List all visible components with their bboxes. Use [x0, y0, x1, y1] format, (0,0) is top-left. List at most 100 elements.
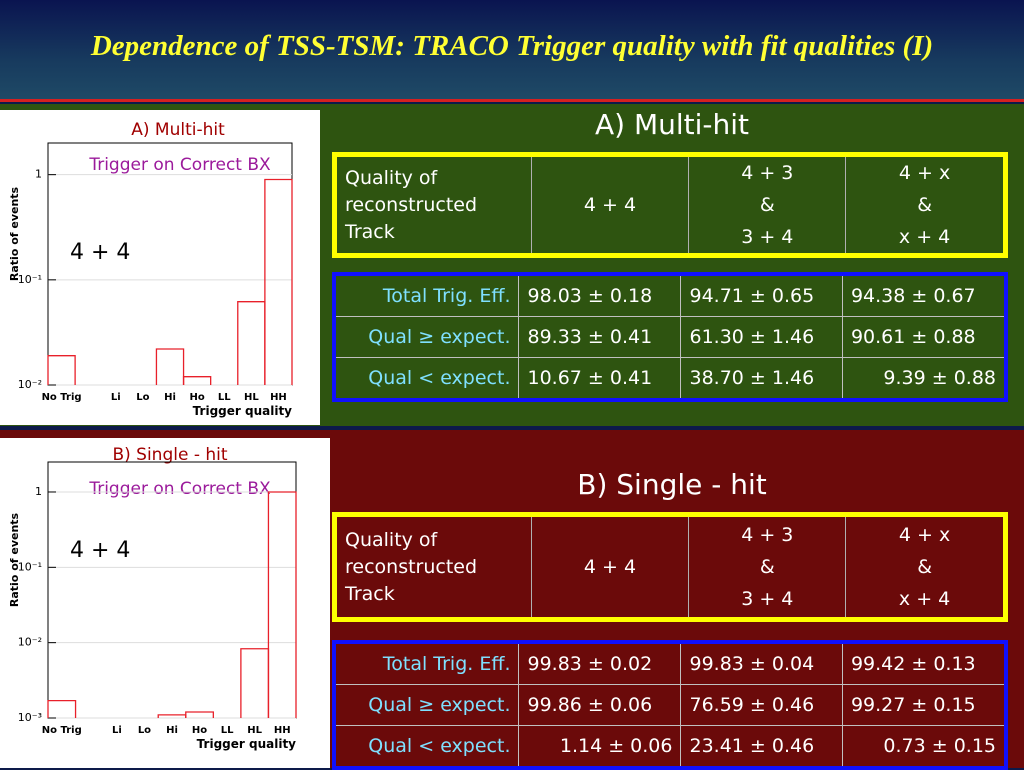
divider — [0, 99, 1024, 102]
data-cell: 99.42 ± 0.13 — [841, 642, 1006, 685]
panel-title: A) Multi-hit — [131, 120, 225, 140]
x-tick-label: Lo — [138, 725, 151, 736]
data-cell: 1.14 ± 0.06 — [518, 725, 681, 768]
histogram-bin — [240, 648, 270, 718]
header-cell: Quality of reconstructed Track — [335, 155, 532, 256]
data-cell: 94.38 ± 0.67 — [841, 274, 1006, 317]
x-tick-label: Ho — [189, 392, 204, 403]
header-line: reconstructed — [345, 193, 478, 216]
header-line: & — [759, 194, 775, 216]
header-cell: 4 + 3 & 3 + 4 — [688, 154, 846, 256]
y-tick-label: 10⁻² — [18, 378, 42, 391]
data-cell: 99.83 ± 0.02 — [518, 642, 681, 685]
x-tick-label: Li — [111, 392, 121, 403]
y-axis-label: Ratio of events — [8, 186, 21, 281]
histogram-bin — [182, 376, 212, 385]
data-cell: 99.86 ± 0.06 — [518, 684, 681, 726]
histogram-bin — [155, 348, 185, 385]
data-table: Total Trig. Eff. 99.83 ± 0.02 99.83 ± 0.04… — [332, 640, 1008, 770]
data-table: Total Trig. Eff. 98.03 ± 0.18 94.71 ± 0.65… — [332, 272, 1008, 402]
data-row: Qual < expect. 10.67 ± 0.41 38.70 ± 1.46 9.… — [334, 357, 1006, 400]
header-cell: 4 + 4 — [530, 154, 689, 256]
section-heading: B) Single - hit — [577, 468, 767, 501]
y-tick-label: 10⁻³ — [18, 711, 42, 724]
data-row: Total Trig. Eff. 99.83 ± 0.02 99.83 ± 0.04… — [334, 642, 1006, 685]
data-cell: 98.03 ± 0.18 — [518, 274, 681, 317]
header-line: 4 + 4 — [583, 194, 637, 216]
data-cell: Qual ≥ expect. — [334, 684, 519, 726]
data-cell: 10.67 ± 0.41 — [518, 357, 681, 400]
plot-frame — [47, 461, 297, 719]
x-tick-label: No Trig — [42, 392, 82, 403]
header-line: & — [917, 194, 933, 216]
y-tick-label: 10⁻¹ — [18, 273, 42, 286]
panel-title: B) Single - hit — [112, 445, 227, 465]
header-line: 3 + 4 — [741, 588, 794, 610]
data-row: Qual ≥ expect. 89.33 ± 0.41 61.30 ± 1.46 90… — [334, 316, 1006, 358]
header-line: Quality of — [345, 528, 438, 551]
data-cell: 61.30 ± 1.46 — [680, 316, 843, 358]
x-tick-label: No Trig — [42, 725, 82, 736]
header-line: 3 + 4 — [741, 226, 794, 248]
data-cell: Qual ≥ expect. — [334, 316, 519, 358]
header-line: 4 + 4 — [583, 556, 637, 578]
header-line: reconstructed — [345, 555, 478, 578]
data-cell: 38.70 ± 1.46 — [680, 357, 843, 400]
header-line: Track — [345, 220, 395, 243]
histogram-bin — [237, 301, 266, 385]
header-line: Quality of — [345, 166, 438, 189]
header-cell: 4 + x & x + 4 — [845, 514, 1006, 620]
histogram-bin — [185, 711, 214, 718]
x-tick-label: Lo — [136, 392, 149, 403]
header-cell: 4 + 4 — [530, 514, 689, 620]
y-tick-label: 10⁻¹ — [18, 560, 42, 573]
annotation: 4 + 4 — [70, 538, 130, 563]
x-tick-label: Hi — [164, 392, 176, 403]
data-cell: 0.73 ± 0.15 — [841, 725, 1006, 768]
title-bar — [0, 0, 1024, 100]
data-cell: 89.33 ± 0.41 — [518, 316, 681, 358]
annotation: Trigger on Correct BX — [88, 155, 271, 175]
header-line: 4 + 3 — [741, 524, 794, 546]
histogram-bin — [47, 355, 76, 385]
header-line: 4 + x — [898, 162, 951, 184]
data-row: Qual < expect. 1.14 ± 0.06 23.41 ± 0.46 0.7… — [334, 725, 1006, 768]
histogram-bin — [264, 178, 293, 385]
x-tick-label: LL — [218, 392, 231, 403]
x-tick-label: Li — [112, 725, 122, 736]
header-cell: 4 + 3 & 3 + 4 — [688, 514, 846, 620]
annotation: 4 + 4 — [70, 240, 130, 265]
data-cell: 99.83 ± 0.04 — [680, 642, 843, 685]
data-cell: 9.39 ± 0.88 — [841, 357, 1006, 400]
y-axis-label: Ratio of events — [8, 512, 21, 607]
data-cell: Total Trig. Eff. — [382, 653, 511, 675]
x-tick-label: Ho — [192, 725, 207, 736]
header-line: Track — [345, 582, 395, 605]
x-tick-label: HL — [247, 725, 262, 736]
data-cell: 76.59 ± 0.46 — [680, 684, 843, 726]
section-heading: A) Multi-hit — [594, 108, 750, 141]
data-cell: 94.71 ± 0.65 — [680, 274, 843, 317]
chart: A) Multi-hit Trigger on Correct BX 4 + 4 10… — [0, 110, 320, 425]
header-cell: 4 + x & x + 4 — [845, 154, 1006, 256]
y-tick-label: 10⁻² — [18, 636, 42, 649]
data-cell: Qual < expect. — [334, 357, 519, 400]
header-row: Quality of reconstructed Track 4 + 4 4 + 3 & 3… — [335, 154, 1006, 256]
data-cell: 23.41 ± 0.46 — [680, 725, 843, 768]
annotation: Trigger on Correct BX — [88, 479, 271, 499]
x-axis-label: Trigger quality — [193, 404, 293, 418]
data-cell: 99.27 ± 0.15 — [841, 684, 1006, 726]
histogram-bin — [47, 699, 77, 718]
header-table: Quality of reconstructed Track 4 + 4 4 + 3 & 3… — [332, 512, 1008, 622]
header-line: x + 4 — [898, 226, 951, 248]
header-line: & — [917, 556, 933, 578]
chart: B) Single - hit Trigger on Correct BX 4 + … — [0, 438, 330, 768]
x-tick-label: HH — [270, 392, 287, 403]
y-tick-label: 1 — [35, 485, 42, 498]
x-tick-label: LL — [221, 725, 234, 736]
x-tick-label: Hi — [166, 725, 178, 736]
header-row: Quality of reconstructed Track 4 + 4 4 + 3 & 3… — [335, 514, 1006, 620]
header-line: 4 + 3 — [741, 162, 794, 184]
data-row: Total Trig. Eff. 98.03 ± 0.18 94.71 ± 0.65… — [334, 274, 1006, 317]
